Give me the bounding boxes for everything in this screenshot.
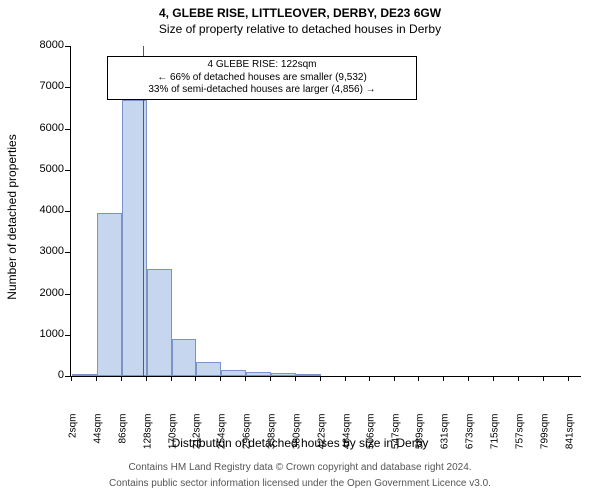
histogram-bar	[147, 269, 172, 376]
y-tick-mark	[65, 294, 70, 295]
y-axis-label: Number of detached properties	[5, 52, 19, 382]
y-tick-mark	[65, 211, 70, 212]
x-tick-mark	[345, 376, 346, 381]
x-tick-mark	[96, 376, 97, 381]
histogram-bar	[72, 374, 97, 376]
y-tick-mark	[65, 170, 70, 171]
x-tick-mark	[270, 376, 271, 381]
x-axis-label: Distribution of detached houses by size …	[0, 436, 600, 450]
x-tick-mark	[468, 376, 469, 381]
y-tick-mark	[65, 376, 70, 377]
chart-title-line2: Size of property relative to detached ho…	[0, 22, 600, 36]
x-tick-mark	[443, 376, 444, 381]
x-tick-mark	[320, 376, 321, 381]
x-tick-mark	[245, 376, 246, 381]
x-tick-mark	[518, 376, 519, 381]
x-tick-mark	[220, 376, 221, 381]
y-tick-mark	[65, 252, 70, 253]
y-tick-mark	[65, 129, 70, 130]
annotation-line-2: ← 66% of detached houses are smaller (9,…	[114, 72, 410, 85]
histogram-bar	[296, 374, 321, 376]
x-tick-mark	[295, 376, 296, 381]
x-tick-mark	[121, 376, 122, 381]
x-tick-mark	[543, 376, 544, 381]
y-tick-label: 2000	[24, 287, 64, 299]
y-tick-label: 1000	[24, 328, 64, 340]
annotation-line-3: 33% of semi-detached houses are larger (…	[114, 84, 410, 97]
histogram-bar	[271, 373, 296, 376]
x-tick-mark	[394, 376, 395, 381]
x-tick-mark	[418, 376, 419, 381]
y-tick-label: 0	[24, 369, 64, 381]
x-tick-mark	[195, 376, 196, 381]
x-tick-mark	[71, 376, 72, 381]
chart-title-line1: 4, GLEBE RISE, LITTLEOVER, DERBY, DE23 6…	[0, 6, 600, 20]
annotation-box: 4 GLEBE RISE: 122sqm ← 66% of detached h…	[107, 56, 417, 100]
y-tick-label: 6000	[24, 122, 64, 134]
footer-line-1: Contains HM Land Registry data © Crown c…	[0, 462, 600, 473]
histogram-bar	[172, 339, 197, 376]
x-tick-mark	[568, 376, 569, 381]
y-tick-label: 4000	[24, 204, 64, 216]
y-tick-label: 8000	[24, 39, 64, 51]
footer-line-2: Contains public sector information licen…	[0, 478, 600, 489]
chart-container: 4, GLEBE RISE, LITTLEOVER, DERBY, DE23 6…	[0, 0, 600, 500]
annotation-line-1: 4 GLEBE RISE: 122sqm	[114, 59, 410, 72]
y-tick-mark	[65, 46, 70, 47]
y-tick-label: 7000	[24, 80, 64, 92]
x-tick-mark	[369, 376, 370, 381]
y-tick-mark	[65, 87, 70, 88]
histogram-bar	[196, 362, 221, 376]
x-tick-mark	[493, 376, 494, 381]
y-tick-label: 5000	[24, 163, 64, 175]
y-tick-mark	[65, 335, 70, 336]
histogram-bar	[246, 372, 271, 376]
histogram-bar	[221, 370, 246, 376]
y-tick-label: 3000	[24, 245, 64, 257]
x-tick-mark	[171, 376, 172, 381]
x-tick-mark	[146, 376, 147, 381]
histogram-bar	[97, 213, 122, 376]
